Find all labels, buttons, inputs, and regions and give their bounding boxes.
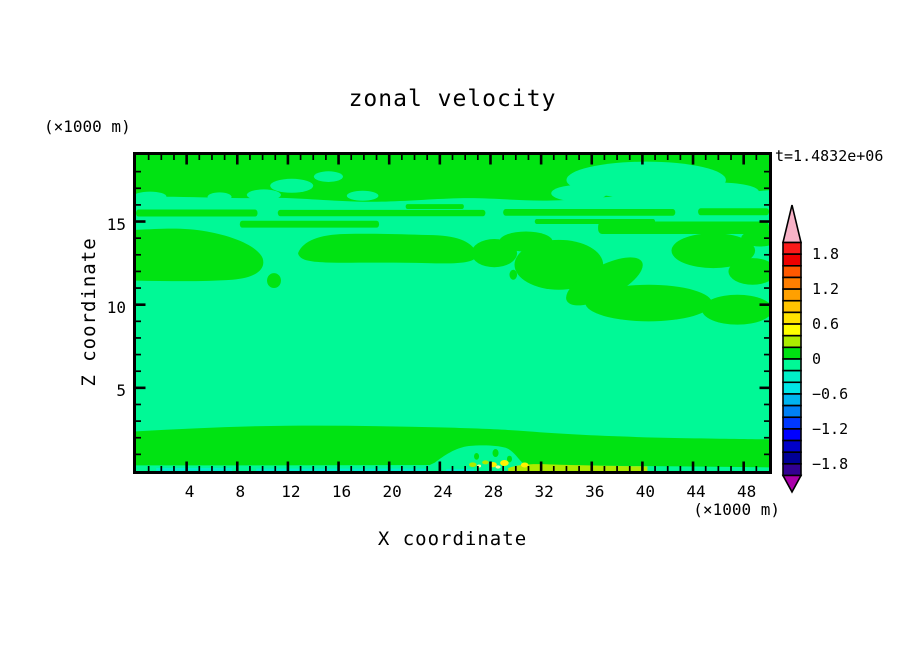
y-tick-labels: 5 10 15: [84, 155, 130, 471]
colorbar-label: 0.6: [812, 315, 840, 334]
contour-region-green: [585, 284, 713, 322]
x-tick-label: 44: [686, 482, 706, 501]
bottom-green-band: [136, 425, 769, 468]
colorbar-cell: [782, 393, 802, 407]
x-tick-labels: 4 8 12 16 20 24 28 32 36 40 44 48: [136, 482, 769, 504]
contour-region-spring: [246, 189, 281, 201]
y-tick-label: 10: [106, 297, 126, 317]
contour-region-turquoise: [256, 468, 428, 471]
colorbar-labels: 1.8 1.2 0.6 0 −0.6 −1.2 −1.8: [812, 203, 872, 495]
contour-region-pale_yellow: [495, 465, 501, 469]
contour-region-green: [701, 294, 769, 325]
left-mid-patch: [136, 228, 264, 282]
x-tick-label: 16: [331, 482, 352, 501]
contour-region-green: [741, 229, 769, 247]
contour-region-spring: [675, 182, 759, 201]
time-annotation: t=1.4832e+06: [775, 147, 884, 165]
y-axis-unit-label: (×1000 m): [44, 117, 131, 136]
plot-area: [133, 152, 772, 474]
colorbar-cell: [782, 463, 802, 477]
contour-region-spring: [136, 191, 167, 202]
streak: [277, 209, 486, 217]
streak: [405, 204, 464, 210]
contour-region-spring: [346, 190, 379, 201]
contour-region-yellow: [520, 462, 529, 468]
colorbar-label: −1.8: [812, 454, 849, 473]
streak: [239, 220, 380, 228]
colorbar-cell: [782, 276, 802, 290]
colorbar: [781, 204, 803, 494]
colorbar-cell: [782, 346, 802, 360]
colorbar-cell: [782, 428, 802, 442]
x-axis-unit-label: (×1000 m): [693, 500, 780, 519]
colorbar-cell: [782, 334, 802, 349]
chart-title: zonal velocity: [348, 86, 557, 112]
contour-region-green: [492, 449, 499, 458]
contour-region-spring: [551, 184, 607, 202]
x-tick-label: 20: [382, 482, 402, 501]
colorbar-bottom-arrow: [781, 474, 803, 494]
x-tick-label: 4: [184, 482, 195, 501]
colorbar-cell: [782, 369, 802, 384]
axis-ticks: [136, 155, 769, 471]
contour-region-green: [566, 257, 643, 306]
contour-region-chartreuse: [468, 462, 477, 468]
contour-region-spring: [270, 178, 314, 193]
streak: [136, 209, 258, 217]
colorbar-cell: [782, 381, 802, 395]
x-tick-label: 48: [737, 482, 757, 501]
colorbar-cell: [782, 241, 802, 255]
contour-region-chartreuse: [482, 460, 489, 465]
y-tick-label: 15: [106, 214, 126, 234]
colorbar-cell: [782, 451, 802, 465]
colorbar-label: 1.2: [812, 280, 840, 299]
contour-region-turquoise: [446, 468, 475, 471]
contour-region-green: [598, 221, 769, 234]
colorbar-label: 1.8: [812, 245, 840, 264]
colorbar-top-arrow: [781, 204, 803, 244]
colorbar-cell: [782, 358, 802, 372]
chartreuse-strip: [508, 464, 648, 471]
x-tick-label: 28: [483, 482, 504, 501]
contour-region-spring: [207, 192, 232, 202]
x-tick-label: 32: [534, 482, 554, 501]
colorbar-cell: [782, 288, 802, 302]
contour-region-spring: [313, 171, 343, 182]
colorbar-label: 0: [812, 350, 822, 368]
contour-region-green: [506, 455, 513, 463]
contour-region-green: [671, 233, 756, 269]
contour-region-green: [474, 453, 480, 460]
x-tick-label: 40: [635, 482, 656, 501]
streak: [503, 209, 676, 216]
colorbar-label: −0.6: [812, 384, 849, 403]
colorbar-cell: [782, 416, 802, 430]
contour-region-yellow: [500, 460, 509, 467]
y-axis-title: Z coordinate: [78, 237, 100, 387]
contour-field: [136, 155, 769, 471]
colorbar-cell: [782, 311, 802, 325]
contour-region-green: [509, 269, 518, 280]
colorbar-cell: [782, 404, 802, 419]
x-axis-title: X coordinate: [377, 528, 528, 550]
colorbar-label: −1.2: [812, 419, 849, 438]
colorbar-cell: [782, 253, 802, 267]
x-tick-label: 8: [235, 482, 246, 501]
contour-region-green: [267, 273, 281, 289]
x-tick-label: 24: [433, 482, 453, 501]
colorbar-cell: [782, 299, 802, 314]
contour-region-green: [728, 258, 769, 285]
colorbar-cell: [782, 264, 802, 279]
contour-region-green: [499, 231, 553, 252]
colorbar-cell: [782, 323, 802, 337]
contour-region-green: [514, 239, 604, 290]
y-tick-label: 5: [116, 380, 126, 400]
colorbar-cell: [782, 439, 802, 454]
x-tick-label: 36: [585, 482, 605, 501]
contour-region-turquoise: [156, 468, 233, 471]
streak: [698, 208, 769, 216]
mid-patch-band: [298, 233, 477, 264]
x-tick-label: 12: [281, 482, 301, 501]
